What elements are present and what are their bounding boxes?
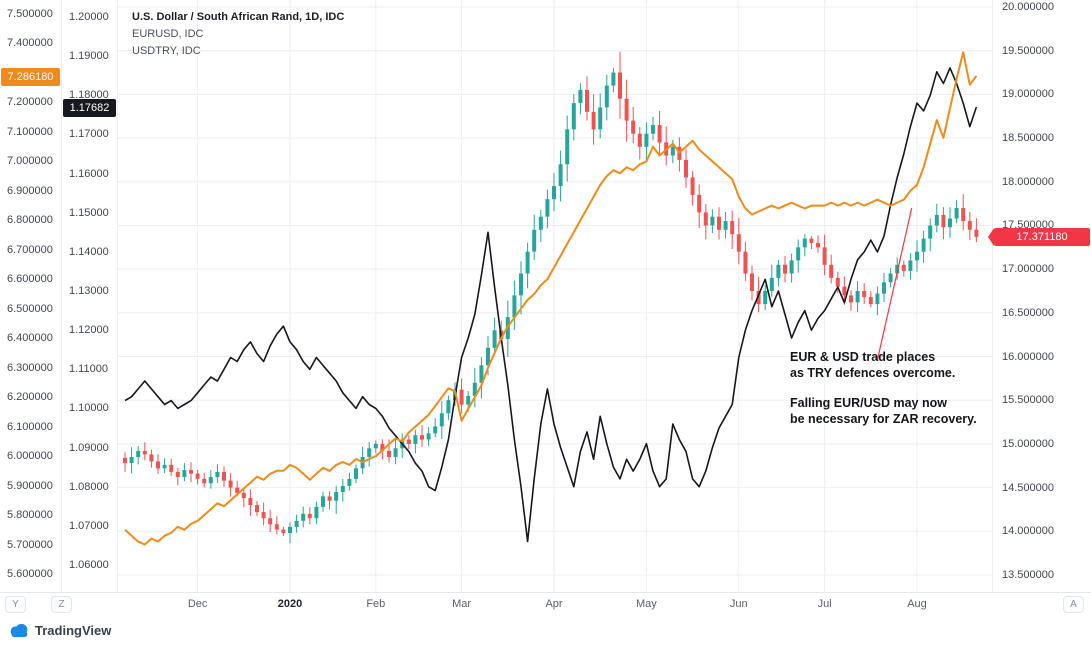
red-trendline [876,207,913,361]
price-tick: 14.500000 [1002,481,1054,494]
price-tick: 1.15000 [69,206,109,219]
price-tick: 6.700000 [7,243,53,256]
price-tick: 1.09000 [69,441,109,454]
price-tick: 1.10000 [69,402,109,415]
price-tick: 5.600000 [7,568,53,580]
price-tick: 20.000000 [1002,1,1054,13]
price-tick: 6.300000 [7,361,53,374]
price-tick: 1.18000 [69,89,109,102]
chart-area: 7.286180 7.5000007.4000007.3000007.20000… [0,0,1091,592]
time-axis-label: May [636,598,657,610]
time-axis-label: Mar [452,598,472,610]
price-tick: 5.900000 [7,479,53,492]
price-tick: 6.000000 [7,450,53,463]
price-tick: 7.400000 [7,37,53,50]
price-tick: 15.000000 [1002,437,1054,450]
price-tick: 1.12000 [69,324,109,337]
legend-symbol-usdtry[interactable]: USDTRY, IDC [132,45,201,57]
time-axis-label: Jul [817,598,832,610]
legend-symbol-eurusd[interactable]: EURUSD, IDC [132,28,204,40]
price-tick: 1.14000 [69,245,109,258]
price-tick: 19.500000 [1002,44,1054,57]
usdtry-line [124,51,978,546]
price-tick: 18.500000 [1002,132,1054,145]
price-tick: 1.08000 [69,480,109,493]
time-axis-label: Aug [907,598,927,610]
time-axis[interactable]: Y Z A Dec 2020 Feb Mar Apr May Jun Jul Aug [0,592,1091,618]
price-tick: 7.000000 [7,155,53,168]
price-tick: 18.000000 [1002,175,1054,188]
price-tick: 19.000000 [1002,88,1054,101]
scale-button-y[interactable]: Y [5,596,26,613]
price-axis-eurusd[interactable]: 1.17682 1.20000 1.19000 1.18000 1.17000 1.16… [62,0,118,592]
price-axis-usdzar[interactable]: 17.371180 20.000000 19.500000 19.000000 18.… [988,0,1091,592]
price-tick: 6.800000 [7,214,53,227]
price-tick: 13.500000 [1002,569,1054,581]
price-tick: 5.800000 [7,509,53,522]
tradingview-cloud-icon [10,623,28,638]
scale-button-z[interactable]: Z [51,596,72,613]
price-tick: 1.16000 [69,167,109,180]
usdtry-price-tag: 7.286180 [1,68,60,87]
price-tick: 1.13000 [69,285,109,297]
time-axis-label: Apr [545,598,563,610]
price-tick: 7.100000 [7,125,53,138]
time-axis-label: Dec [187,598,208,610]
chart-legend: U.S. Dollar / South African Rand, 1D, ID… [132,9,344,60]
price-tick: 6.900000 [7,184,53,197]
price-tick: 14.000000 [1002,525,1054,538]
eurusd-line [124,67,978,543]
scale-button-a[interactable]: A [1063,596,1084,613]
usdzar-candles [123,51,979,544]
price-tick: 1.06000 [69,559,109,571]
price-axis-usdtry[interactable]: 7.286180 7.5000007.4000007.3000007.20000… [0,0,62,592]
price-tick: 6.600000 [7,273,53,286]
time-axis-label: Jun [729,598,748,610]
footer: TradingView [0,618,1091,648]
tradingview-logo[interactable]: TradingView [8,623,111,638]
annotation-note-1: EUR & USD trade places as TRY defences o… [790,350,956,380]
price-tick: 17.000000 [1002,263,1054,276]
tradingview-logo-text: TradingView [35,623,112,638]
price-tick: 5.700000 [7,538,53,551]
usdzar-price-tag: 17.371180 [988,227,1090,246]
price-tick: 16.500000 [1002,306,1054,319]
time-axis-label: Feb [366,598,386,610]
chart-plot[interactable]: U.S. Dollar / South African Rand, 1D, ID… [118,0,993,592]
legend-symbol-usdzar[interactable]: U.S. Dollar / South African Rand, 1D, ID… [132,11,345,23]
price-tick: 7.500000 [7,8,53,20]
price-tick: 1.17000 [69,128,109,141]
price-tick: 1.20000 [69,11,109,23]
price-tick: 6.100000 [7,420,53,433]
price-tick: 1.19000 [69,50,109,63]
price-tick: 7.200000 [7,96,53,109]
eurusd-price-tag: 1.17682 [63,98,116,117]
price-tick: 6.400000 [7,332,53,345]
price-tick: 16.000000 [1002,350,1054,363]
grid-lines [118,0,992,592]
annotation-note-2: Falling EUR/USD may now be necessary for… [790,396,977,426]
chart-canvas [118,0,992,592]
price-tick: 6.200000 [7,391,53,404]
price-tick: 1.07000 [69,519,109,532]
time-axis-label: 2020 [277,598,303,610]
price-tick: 1.11000 [69,363,108,376]
price-tick: 6.500000 [7,302,53,315]
price-tick: 15.500000 [1002,394,1054,407]
